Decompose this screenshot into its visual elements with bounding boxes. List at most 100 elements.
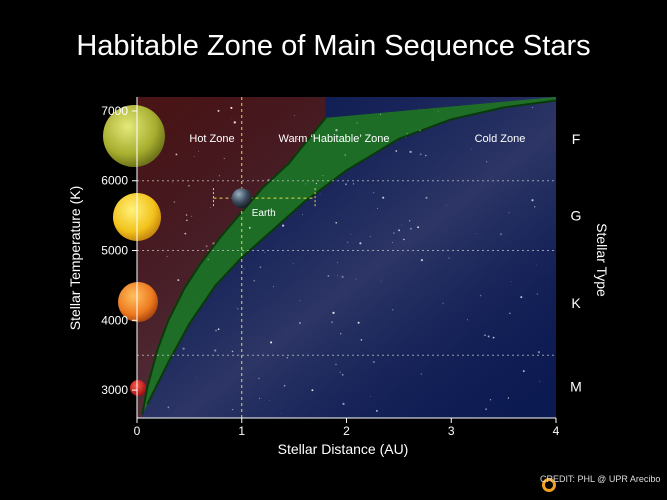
background-star — [299, 322, 301, 324]
y-axis-label: Stellar Temperature (K) — [67, 186, 83, 330]
background-star — [218, 174, 221, 177]
background-star — [259, 397, 261, 399]
x-axis-label: Stellar Distance (AU) — [278, 441, 409, 457]
background-star — [335, 129, 338, 132]
background-star — [379, 113, 382, 115]
m-type-star-icon — [130, 380, 146, 396]
background-star — [406, 132, 408, 135]
background-star — [253, 279, 256, 282]
background-star — [424, 154, 427, 157]
background-star — [327, 275, 330, 277]
background-star — [382, 196, 385, 199]
background-star — [231, 350, 234, 353]
background-star — [359, 242, 362, 245]
background-star — [484, 334, 486, 336]
background-star — [479, 294, 482, 297]
background-star — [420, 258, 424, 262]
background-star — [167, 406, 170, 409]
y-tick-label: 6000 — [101, 174, 128, 188]
k-type-star-icon — [118, 282, 158, 322]
background-star — [267, 178, 270, 181]
spectral-type-label: G — [571, 208, 582, 224]
background-star — [171, 181, 173, 183]
background-star — [485, 408, 488, 411]
background-star — [485, 161, 488, 163]
background-star — [337, 262, 338, 263]
background-star — [299, 300, 301, 301]
background-star — [345, 183, 347, 186]
background-star — [214, 329, 218, 332]
background-star — [520, 296, 523, 299]
background-star — [280, 413, 281, 414]
background-star — [293, 115, 295, 116]
spectral-type-label: F — [572, 131, 581, 147]
background-star — [357, 321, 360, 324]
background-star — [281, 224, 285, 227]
background-star — [212, 242, 215, 245]
background-star — [191, 215, 193, 217]
f-type-star-icon — [103, 105, 165, 167]
background-star — [182, 347, 185, 350]
hot-zone-label: Hot Zone — [189, 133, 234, 145]
background-star — [536, 293, 538, 295]
background-star — [332, 311, 335, 315]
background-star — [487, 335, 490, 338]
background-star — [233, 121, 236, 124]
background-star — [373, 192, 375, 194]
background-star — [419, 153, 422, 156]
background-star — [302, 214, 303, 215]
background-star — [510, 281, 512, 282]
x-ticks: 0 1 2 3 4 — [134, 418, 560, 438]
background-star — [531, 199, 534, 202]
background-star — [442, 302, 444, 304]
background-star — [217, 328, 220, 331]
background-star — [395, 150, 398, 152]
background-star — [380, 280, 382, 282]
background-star — [248, 226, 251, 229]
background-star — [534, 206, 536, 208]
background-star — [341, 373, 344, 376]
background-star — [445, 204, 447, 206]
background-star — [470, 148, 472, 150]
background-star — [173, 201, 176, 203]
background-star — [372, 360, 375, 364]
background-star — [350, 233, 352, 235]
background-star — [272, 214, 274, 216]
background-star — [166, 255, 168, 258]
spectral-type-label: K — [571, 295, 581, 311]
background-star — [509, 312, 511, 314]
background-star — [231, 408, 234, 411]
background-star — [403, 238, 405, 241]
background-star — [198, 150, 199, 152]
background-star — [420, 373, 422, 375]
background-star — [322, 174, 324, 177]
x-tick-label: 0 — [134, 424, 141, 438]
right-axis-label: Stellar Type — [594, 223, 610, 297]
background-star — [335, 222, 337, 224]
background-star — [352, 183, 355, 185]
background-star — [448, 257, 450, 259]
background-star — [489, 399, 492, 401]
background-star — [272, 286, 274, 288]
background-star — [419, 129, 421, 132]
background-star — [185, 214, 188, 216]
credit-text: CREDIT: PHL @ UPR Arecibo — [540, 474, 661, 484]
background-star — [500, 233, 502, 235]
x-tick-label: 2 — [343, 424, 350, 438]
background-star — [269, 400, 271, 401]
background-star — [508, 212, 510, 214]
background-star — [193, 156, 195, 157]
background-star — [356, 122, 358, 124]
background-star — [177, 279, 180, 282]
earth-marker — [231, 188, 252, 209]
background-star — [392, 242, 393, 243]
habitable-zone-band — [142, 97, 557, 415]
background-star — [409, 150, 412, 154]
background-star — [315, 183, 317, 185]
background-star — [466, 319, 468, 321]
background-star — [355, 278, 357, 280]
background-star — [188, 185, 190, 187]
spectral-type-label: M — [570, 379, 582, 395]
y-tick-label: 7000 — [101, 104, 128, 118]
